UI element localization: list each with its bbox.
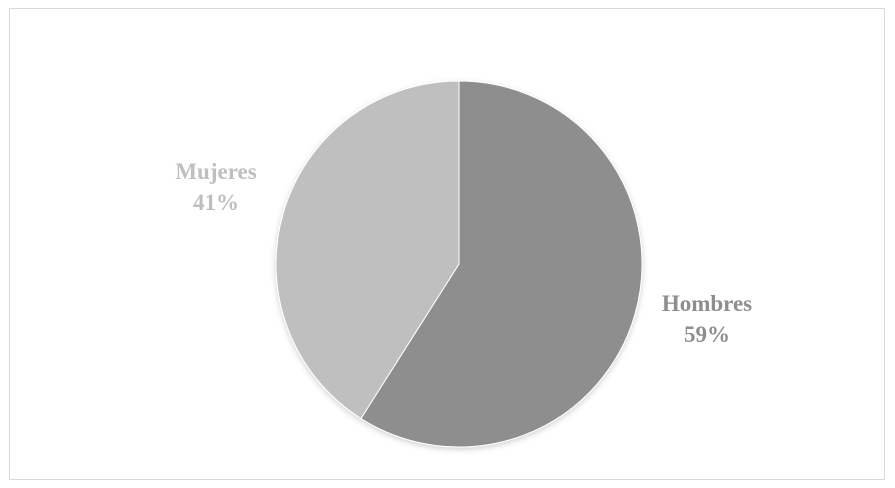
slice-label-mujeres: Mujeres [175,159,256,184]
pie-chart: Hombres 59% Mujeres 41% [175,80,752,448]
chart-frame: Hombres 59% Mujeres 41% [9,8,885,480]
pie-slices [275,80,643,448]
slice-percent-mujeres: 41% [193,190,239,215]
slice-label-hombres: Hombres [662,291,752,316]
pie-slice-hombres [360,80,643,448]
slice-percent-hombres: 59% [684,322,730,347]
pie-slice-mujeres [275,80,460,420]
